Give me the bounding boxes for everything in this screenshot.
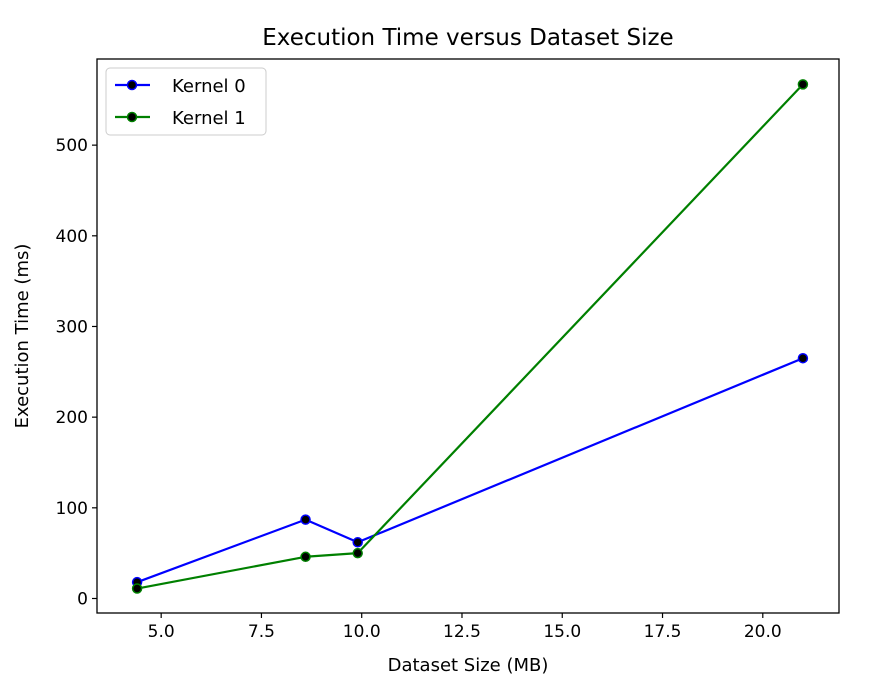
- x-axis-label: Dataset Size (MB): [388, 655, 549, 676]
- data-point-kernel-0: [797, 352, 809, 364]
- x-tick-label: 7.5: [248, 622, 275, 642]
- y-tick-label: 200: [56, 408, 88, 428]
- plot-frame: [96, 58, 840, 614]
- x-tick-label: 20.0: [744, 622, 782, 642]
- data-point-kernel-1: [300, 551, 311, 563]
- data-point-kernel-1: [352, 547, 363, 559]
- x-tick-label: 15.0: [543, 622, 581, 642]
- legend-marker-kernel-1: [126, 111, 138, 123]
- series-line-kernel-0: [136, 357, 804, 584]
- y-tick-label: 300: [56, 317, 88, 337]
- x-tick-label: 12.5: [443, 622, 481, 642]
- data-point-kernel-0: [300, 514, 311, 525]
- chart-title: Execution Time versus Dataset Size: [262, 25, 673, 51]
- series-layer: [131, 79, 809, 594]
- y-tick-label: 400: [56, 227, 88, 247]
- x-axis-ticks: 5.0 7.5 10.0 12.5 15.0 17.5 20.0: [148, 613, 782, 642]
- series-line-kernel-1: [136, 83, 804, 590]
- plot-background: [97, 59, 839, 613]
- x-tick-label: 10.0: [343, 622, 381, 642]
- x-tick-label: 5.0: [148, 622, 175, 642]
- y-tick-label: 500: [56, 136, 88, 156]
- legend-marker-kernel-0: [126, 79, 138, 91]
- legend-label-kernel-0: Kernel 0: [172, 76, 246, 97]
- data-point-kernel-0: [352, 537, 363, 548]
- data-point-kernel-1: [797, 79, 809, 90]
- legend-label-kernel-1: Kernel 1: [172, 108, 246, 129]
- x-tick-label: 17.5: [644, 622, 682, 642]
- y-axis-label: Execution Time (ms): [12, 244, 33, 429]
- y-tick-label: 0: [77, 589, 88, 609]
- y-tick-label: 100: [56, 499, 88, 519]
- legend: Kernel 0 Kernel 1: [105, 67, 267, 136]
- y-axis-ticks: 0 100 200 300 400 500: [56, 136, 97, 609]
- data-point-kernel-1: [131, 583, 143, 594]
